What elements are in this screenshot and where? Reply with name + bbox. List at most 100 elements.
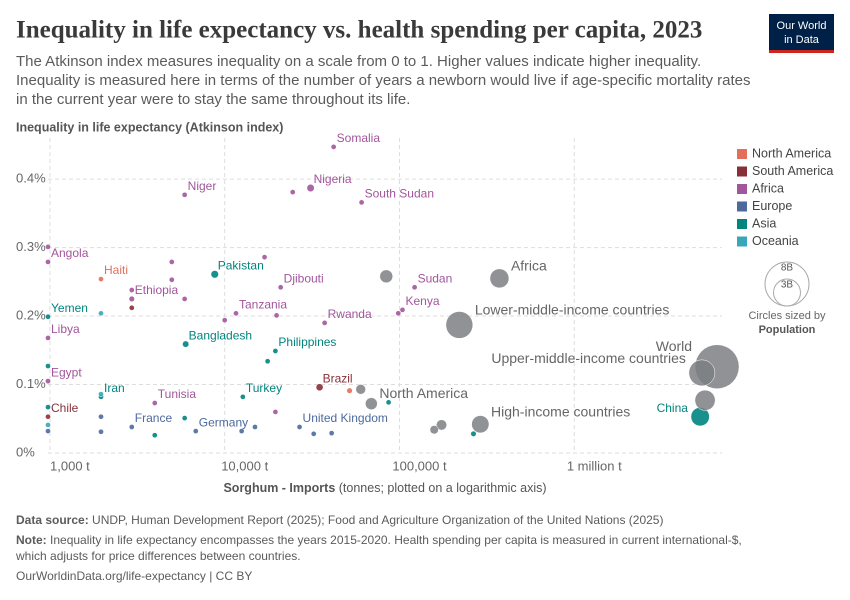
x-axis-title: Sorghum - Imports (tonnes; plotted on a … [223, 481, 546, 495]
point-label: High-income countries [491, 404, 630, 420]
country-bubble [168, 259, 175, 265]
legend-swatch[interactable] [737, 219, 747, 229]
point-label: Iran [104, 381, 125, 395]
subtitle: in the current year were to stay the sam… [16, 91, 410, 108]
x-tick-label: 100,000 t [392, 458, 447, 473]
country-bubble [240, 393, 246, 400]
source: UNDP, Human Development Report (2025); F… [92, 513, 663, 527]
country-bubble [306, 184, 315, 192]
country-bubble [399, 307, 406, 313]
country-bubble [168, 276, 175, 283]
country-bubble [45, 363, 51, 369]
country-bubble [289, 189, 296, 195]
aggregate-bubble [688, 359, 716, 387]
country-bubble [151, 400, 158, 406]
country-bubble [45, 259, 51, 265]
country-bubble [181, 415, 188, 421]
country-bubble [45, 313, 51, 320]
point-label: Germany [199, 415, 248, 429]
logo[interactable]: Our World in Data [769, 14, 834, 53]
point-label: Pakistan [218, 258, 264, 272]
legend-swatch[interactable] [737, 236, 747, 247]
country-bubble [128, 424, 135, 430]
point-label: China [657, 401, 689, 415]
country-bubble [411, 284, 418, 291]
logo-stripe [769, 50, 834, 53]
country-bubble [128, 304, 135, 311]
point-label: Libya [51, 322, 80, 336]
country-bubble [221, 317, 228, 324]
country-bubble [98, 428, 104, 435]
country-bubble [261, 254, 268, 261]
country-bubble [210, 270, 219, 279]
legend-swatch[interactable] [737, 149, 747, 159]
country-bubble [273, 312, 280, 319]
legend-label: Europe [752, 199, 792, 213]
x-axis-title-note: (tonnes; plotted on a logarithmic axis) [339, 481, 547, 495]
size-legend-measure: Population [759, 324, 816, 336]
point-label: World [656, 338, 692, 354]
country-bubble [45, 335, 51, 341]
country-bubble [470, 430, 477, 437]
footer-note: Note: Inequality in life expectancy enco… [16, 533, 742, 547]
point-label: Tunisia [158, 387, 197, 401]
aggregate-bubble [694, 389, 716, 411]
country-bubble [346, 387, 353, 394]
country-bubble [45, 413, 51, 420]
point-group [355, 268, 740, 435]
size-legend-label: 3B [781, 280, 794, 291]
aggregate-bubble [379, 269, 394, 284]
aggregate-bubble [471, 415, 490, 434]
country-bubble [98, 310, 104, 317]
point-label: Yemen [51, 301, 88, 315]
point-label: France [135, 411, 173, 425]
country-bubble [321, 320, 328, 326]
x-axis-title-main: Sorghum - Imports [223, 481, 335, 495]
footer-source: Data source: UNDP, Human Development Rep… [16, 513, 663, 527]
point-label: Rwanda [328, 307, 372, 321]
legend-swatch[interactable] [737, 201, 747, 212]
point-label: Kenya [405, 294, 439, 308]
logo-text: in Data [784, 34, 820, 46]
country-bubble [272, 409, 279, 415]
source-label: Data source: [16, 513, 89, 527]
point-label: Turkey [246, 381, 282, 395]
country-bubble [328, 430, 335, 436]
point-group [45, 310, 104, 428]
footer-note: which adjusts for price differences betw… [15, 549, 301, 563]
point-label: Lower-middle-income countries [475, 302, 670, 318]
country-bubble [385, 399, 392, 406]
y-tick-label: 0.3% [16, 239, 46, 254]
country-bubble [330, 144, 337, 150]
country-bubble [128, 287, 135, 293]
country-bubble [272, 348, 279, 354]
country-bubble [45, 244, 51, 250]
point-label: Africa [511, 257, 547, 273]
country-bubble [181, 191, 188, 198]
point-label: South Sudan [365, 187, 434, 201]
country-bubble [182, 340, 190, 348]
subtitle: Inequality is measured here in terms of … [16, 72, 751, 89]
y-tick-label: 0% [16, 444, 35, 459]
country-bubble [277, 284, 284, 291]
aggregate-bubble [436, 419, 448, 431]
point-label: Somalia [337, 131, 381, 145]
aggregate-bubble [355, 384, 366, 395]
point-label: Sudan [418, 271, 453, 285]
country-bubble [45, 428, 51, 434]
footer-url[interactable]: OurWorldinData.org/life-expectancy | CC … [16, 569, 252, 583]
legend-swatch[interactable] [737, 166, 747, 177]
x-tick-label: 1,000 t [50, 458, 90, 473]
point-group [98, 276, 353, 394]
point-label: Chile [51, 401, 79, 415]
logo-box [769, 14, 834, 52]
x-tick-label: 1 million t [567, 458, 622, 473]
legend-swatch[interactable] [737, 184, 747, 194]
aggregate-bubble [489, 268, 510, 289]
legend-label: North America [752, 146, 831, 160]
y-tick-label: 0.2% [16, 307, 46, 322]
grid [48, 138, 722, 454]
point-label: Philippines [278, 335, 336, 349]
country-bubble [151, 432, 158, 439]
